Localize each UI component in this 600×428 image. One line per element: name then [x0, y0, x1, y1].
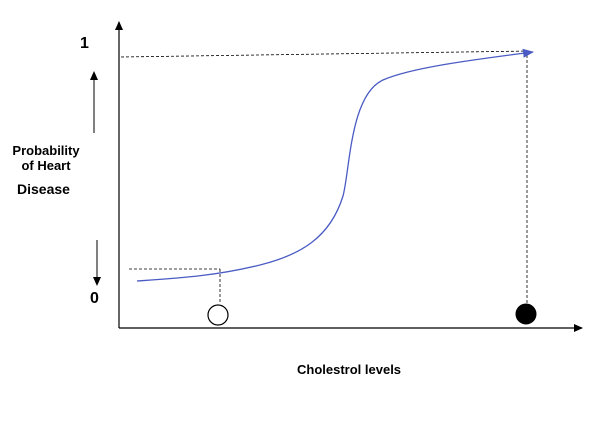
- y-axis-label-line1: Probability: [12, 143, 80, 158]
- high-cholesterol-marker: [515, 303, 537, 325]
- top-guide-line: [120, 50, 532, 58]
- y-bottom-label: 0: [90, 290, 99, 307]
- y-top-label: 1: [80, 35, 89, 52]
- y-axis-label-line2: of Heart: [21, 158, 71, 173]
- sigmoid-curve: [136, 48, 534, 282]
- x-axis-label: Cholestrol levels: [297, 362, 402, 377]
- y-axis-label-line3: Disease: [17, 181, 70, 197]
- y-axis-label: Probability of Heart: [6, 143, 86, 173]
- low-cholesterol-marker: [207, 304, 229, 326]
